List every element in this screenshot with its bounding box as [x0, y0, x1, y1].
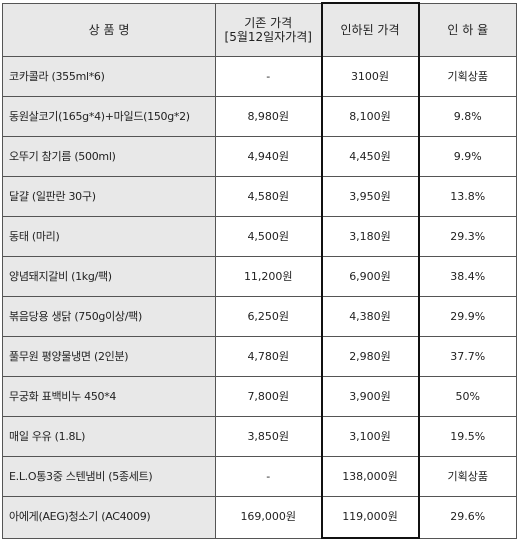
table-row: 풀무원 평양물냉면 (2인분) 4,780원 2,980원 37.7%	[2, 336, 517, 377]
discount-rate: 37.7%	[418, 336, 517, 377]
reduced-price: 119,000원	[320, 496, 420, 539]
original-price: 7,800원	[215, 376, 322, 417]
original-price: 8,980원	[215, 96, 322, 137]
discount-rate: 9.9%	[418, 136, 517, 177]
reduced-price: 2,980원	[320, 336, 420, 377]
reduced-price: 3,100원	[320, 416, 420, 457]
discount-rate: 38.4%	[418, 256, 517, 297]
header-original-price-line1: 기존 가격	[244, 15, 293, 30]
product-name: 오뚜기 참기름 (500ml)	[2, 136, 216, 177]
table-row: 동태 (마리) 4,500원 3,180원 29.3%	[2, 216, 517, 257]
table-row: 달걀 (일판란 30구) 4,580원 3,950원 13.8%	[2, 176, 517, 217]
original-price: 4,940원	[215, 136, 322, 177]
reduced-price: 4,380원	[320, 296, 420, 337]
table-row: 코카콜라 (355ml*6) - 3100원 기획상품	[2, 56, 517, 97]
header-reduced-price: 인하된 가격	[320, 2, 420, 57]
product-name: 볶음당용 생닭 (750g이상/팩)	[2, 296, 216, 337]
reduced-price: 6,900원	[320, 256, 420, 297]
original-price: 4,780원	[215, 336, 322, 377]
reduced-price: 3,950원	[320, 176, 420, 217]
original-price: 4,500원	[215, 216, 322, 257]
header-discount-rate: 인 하 율	[418, 2, 517, 57]
table-row: 볶음당용 생닭 (750g이상/팩) 6,250원 4,380원 29.9%	[2, 296, 517, 337]
table-row: 매일 우유 (1.8L) 3,850원 3,100원 19.5%	[2, 416, 517, 457]
price-table-container: 상 품 명 기존 가격 [5월12일자가격] 인하된 가격 인 하 율 코카콜라…	[2, 2, 517, 539]
discount-rate: 29.6%	[418, 496, 517, 539]
reduced-price: 8,100원	[320, 96, 420, 137]
discount-rate: 기획상품	[418, 56, 517, 97]
discount-rate: 29.3%	[418, 216, 517, 257]
price-cut-table: 상 품 명 기존 가격 [5월12일자가격] 인하된 가격 인 하 율 코카콜라…	[2, 2, 517, 539]
product-name: 아에게(AEG)청소기 (AC4009)	[2, 496, 216, 539]
table-row: 아에게(AEG)청소기 (AC4009) 169,000원 119,000원 2…	[2, 496, 517, 539]
reduced-price: 4,450원	[320, 136, 420, 177]
product-name: 풀무원 평양물냉면 (2인분)	[2, 336, 216, 377]
table-row: 동원살코기(165g*4)+마일드(150g*2) 8,980원 8,100원 …	[2, 96, 517, 137]
header-original-price-line2: [5월12일자가격]	[224, 29, 312, 44]
original-price: 11,200원	[215, 256, 322, 297]
table-row: 오뚜기 참기름 (500ml) 4,940원 4,450원 9.9%	[2, 136, 517, 177]
discount-rate: 19.5%	[418, 416, 517, 457]
original-price: -	[215, 56, 322, 97]
original-price: 3,850원	[215, 416, 322, 457]
discount-rate: 13.8%	[418, 176, 517, 217]
original-price: 6,250원	[215, 296, 322, 337]
discount-rate: 50%	[418, 376, 517, 417]
product-name: 달걀 (일판란 30구)	[2, 176, 216, 217]
table-row: 양념돼지갈비 (1kg/팩) 11,200원 6,900원 38.4%	[2, 256, 517, 297]
table-header-row: 상 품 명 기존 가격 [5월12일자가격] 인하된 가격 인 하 율	[2, 2, 517, 57]
reduced-price: 138,000원	[320, 456, 420, 497]
product-name: 동태 (마리)	[2, 216, 216, 257]
discount-rate: 29.9%	[418, 296, 517, 337]
original-price: 4,580원	[215, 176, 322, 217]
product-name: 양념돼지갈비 (1kg/팩)	[2, 256, 216, 297]
header-product-name: 상 품 명	[2, 2, 216, 57]
original-price: -	[215, 456, 322, 497]
discount-rate: 기획상품	[418, 456, 517, 497]
reduced-price: 3,900원	[320, 376, 420, 417]
header-original-price: 기존 가격 [5월12일자가격]	[215, 2, 322, 57]
discount-rate: 9.8%	[418, 96, 517, 137]
product-name: 동원살코기(165g*4)+마일드(150g*2)	[2, 96, 216, 137]
reduced-price: 3,180원	[320, 216, 420, 257]
product-name: E.L.O통3중 스텐냄비 (5종세트)	[2, 456, 216, 497]
reduced-price: 3100원	[320, 56, 420, 97]
original-price: 169,000원	[215, 496, 322, 539]
product-name: 무궁화 표백비누 450*4	[2, 376, 216, 417]
product-name: 코카콜라 (355ml*6)	[2, 56, 216, 97]
table-row: 무궁화 표백비누 450*4 7,800원 3,900원 50%	[2, 376, 517, 417]
table-row: E.L.O통3중 스텐냄비 (5종세트) - 138,000원 기획상품	[2, 456, 517, 497]
product-name: 매일 우유 (1.8L)	[2, 416, 216, 457]
